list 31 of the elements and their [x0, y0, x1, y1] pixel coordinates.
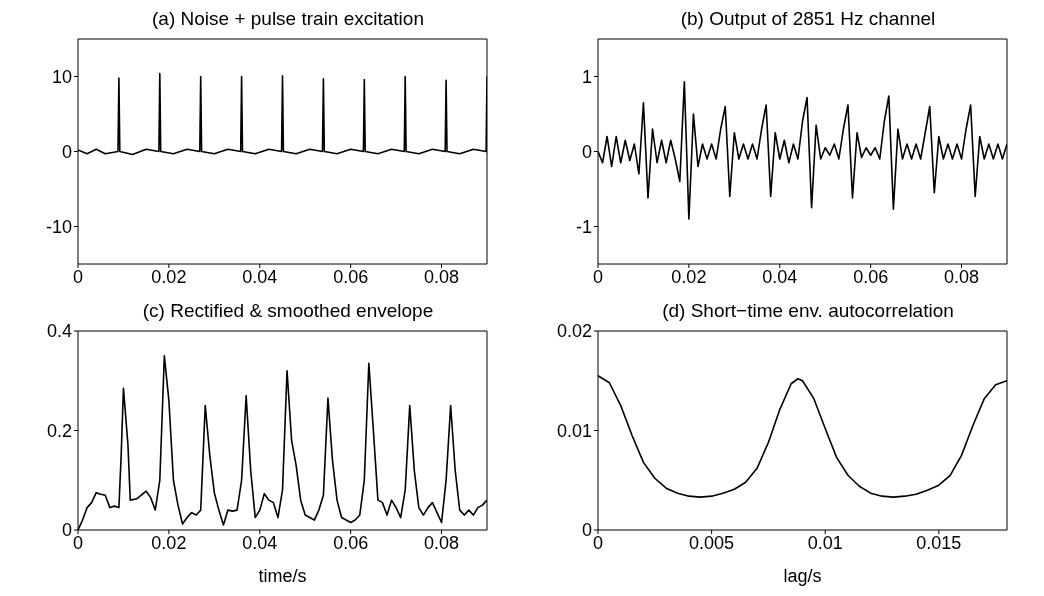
chart-title: (d) Short−time env. autocorrelation: [661, 300, 955, 322]
chart-title: (a) Noise + pulse train excitation: [151, 8, 425, 30]
x-axis-title: lag/s: [783, 566, 822, 586]
y-tick-label: 0: [61, 141, 72, 162]
x-tick-label: 0.06: [853, 266, 889, 287]
y-tick-label: -10: [45, 216, 72, 237]
y-tick-label: 0.4: [46, 321, 72, 342]
y-tick-label: 0.01: [556, 420, 592, 441]
x-tick-label: 0.04: [762, 266, 798, 287]
x-tick-label: 0.04: [242, 532, 278, 553]
y-tick-label: 0.02: [556, 321, 592, 342]
x-axis-title: time/s: [258, 566, 307, 586]
y-tick-label: 0.2: [46, 420, 72, 441]
x-tick-label: 0.015: [916, 532, 962, 553]
x-tick-label: 0.04: [242, 266, 278, 287]
x-tick-label: 0.02: [151, 532, 187, 553]
x-tick-label: 0.02: [151, 266, 187, 287]
x-tick-label: 0.01: [807, 532, 843, 553]
x-tick-label: 0.08: [424, 532, 460, 553]
x-tick-label: 0.08: [424, 266, 460, 287]
y-tick-label: 0: [581, 141, 592, 162]
x-tick-label: 0.06: [333, 532, 369, 553]
x-tick-label: 0.005: [689, 532, 735, 553]
x-tick-label: 0.08: [944, 266, 980, 287]
x-tick-label: 0.06: [333, 266, 369, 287]
x-tick-label: 0.02: [671, 266, 707, 287]
y-tick-label: 1: [581, 66, 592, 87]
chart-title: (b) Output of 2851 Hz channel: [679, 8, 937, 30]
y-tick-label: -1: [575, 216, 592, 237]
y-tick-label: 10: [51, 66, 72, 87]
chart-title: (c) Rectified & smoothed envelope: [141, 300, 435, 322]
